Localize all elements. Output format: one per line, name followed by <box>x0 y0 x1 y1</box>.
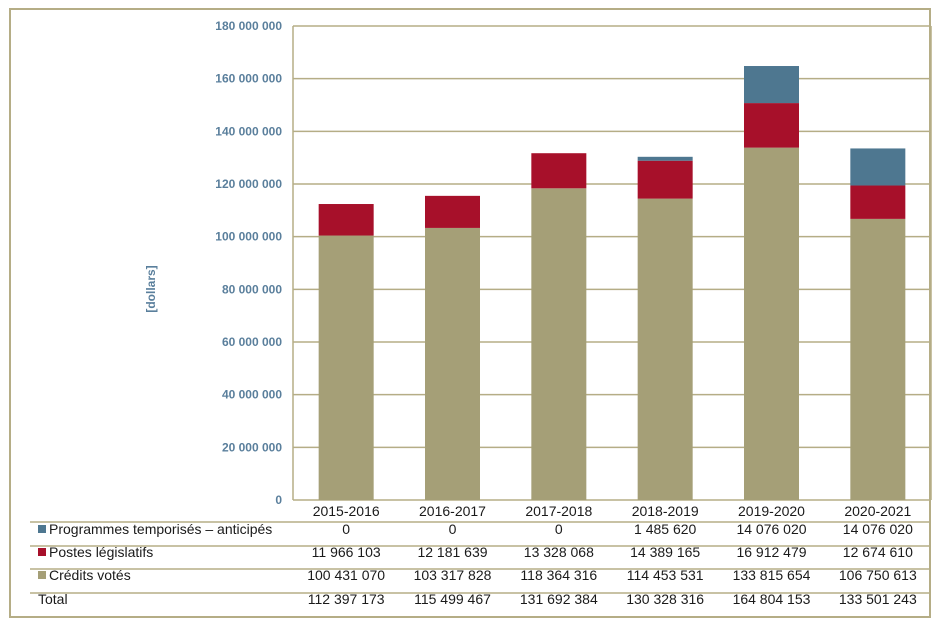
legend-label: Postes législatifs <box>49 544 153 560</box>
bar-2018-2019-series-2 <box>637 156 693 161</box>
bar-2020-2021-series-1 <box>850 185 906 219</box>
bar-2017-2018-series-1 <box>531 153 587 189</box>
data-cell: 13 328 068 <box>524 544 594 560</box>
total-cell: 164 804 153 <box>733 591 811 607</box>
y-tick-label: 0 <box>275 493 282 507</box>
data-cell: 1 485 620 <box>634 521 696 537</box>
total-cell: 130 328 316 <box>626 591 704 607</box>
y-tick-label: 120 000 000 <box>215 177 282 191</box>
data-cell: 14 389 165 <box>630 544 700 560</box>
category-label: 2015-2016 <box>313 503 380 519</box>
total-cell: 133 501 243 <box>839 591 917 607</box>
bar-2020-2021-series-0 <box>850 218 906 500</box>
y-tick-label: 180 000 000 <box>215 19 282 33</box>
chart-frame <box>9 8 931 618</box>
bar-2018-2019-series-1 <box>637 160 693 199</box>
y-tick-label: 60 000 000 <box>222 335 282 349</box>
total-cell: 131 692 384 <box>520 591 598 607</box>
y-tick-label: 140 000 000 <box>215 124 282 138</box>
data-cell: 133 815 654 <box>733 567 811 583</box>
data-cell: 0 <box>449 521 457 537</box>
category-label: 2017-2018 <box>525 503 592 519</box>
legend-label: Programmes temporisés – anticipés <box>49 521 272 537</box>
data-cell: 12 674 610 <box>843 544 913 560</box>
y-axis-label: [dollars] <box>144 265 158 312</box>
legend-swatch <box>38 571 46 579</box>
legend-swatch <box>38 525 46 533</box>
data-cell: 0 <box>342 521 350 537</box>
bar-2016-2017-series-0 <box>425 227 480 500</box>
bar-2015-2016-series-0 <box>318 235 374 501</box>
y-tick-label: 80 000 000 <box>222 282 282 296</box>
bar-2015-2016-series-1 <box>318 204 374 236</box>
category-label: 2019-2020 <box>738 503 805 519</box>
bar-2019-2020-series-1 <box>744 103 799 148</box>
category-label: 2018-2019 <box>632 503 699 519</box>
data-cell: 16 912 479 <box>736 544 806 560</box>
data-cell: 0 <box>555 521 563 537</box>
category-label: 2016-2017 <box>419 503 486 519</box>
bar-2019-2020-series-0 <box>744 147 799 500</box>
data-cell: 14 076 020 <box>736 521 806 537</box>
total-cell: 115 499 467 <box>414 591 491 607</box>
bar-2020-2021-series-2 <box>850 148 906 186</box>
data-cell: 12 181 639 <box>417 544 487 560</box>
legend-label: Crédits votés <box>49 567 131 583</box>
bar-2019-2020-series-2 <box>744 66 799 104</box>
data-cell: 11 966 103 <box>312 544 381 560</box>
bar-2017-2018-series-0 <box>531 188 587 500</box>
data-cell: 106 750 613 <box>839 567 917 583</box>
legend-swatch <box>38 548 46 556</box>
data-cell: 103 317 828 <box>414 567 492 583</box>
bar-2018-2019-series-0 <box>637 198 693 500</box>
y-tick-label: 40 000 000 <box>222 388 282 402</box>
total-cell: 112 397 173 <box>308 591 385 607</box>
y-tick-label: 20 000 000 <box>222 440 282 454</box>
bar-2016-2017-series-1 <box>425 195 480 228</box>
y-tick-label: 100 000 000 <box>215 230 282 244</box>
category-label: 2020-2021 <box>844 503 911 519</box>
total-label: Total <box>38 591 68 607</box>
y-tick-label: 160 000 000 <box>215 72 282 86</box>
data-cell: 114 453 531 <box>627 567 704 583</box>
data-cell: 14 076 020 <box>843 521 913 537</box>
data-cell: 118 364 316 <box>520 567 597 583</box>
data-cell: 100 431 070 <box>307 567 385 583</box>
